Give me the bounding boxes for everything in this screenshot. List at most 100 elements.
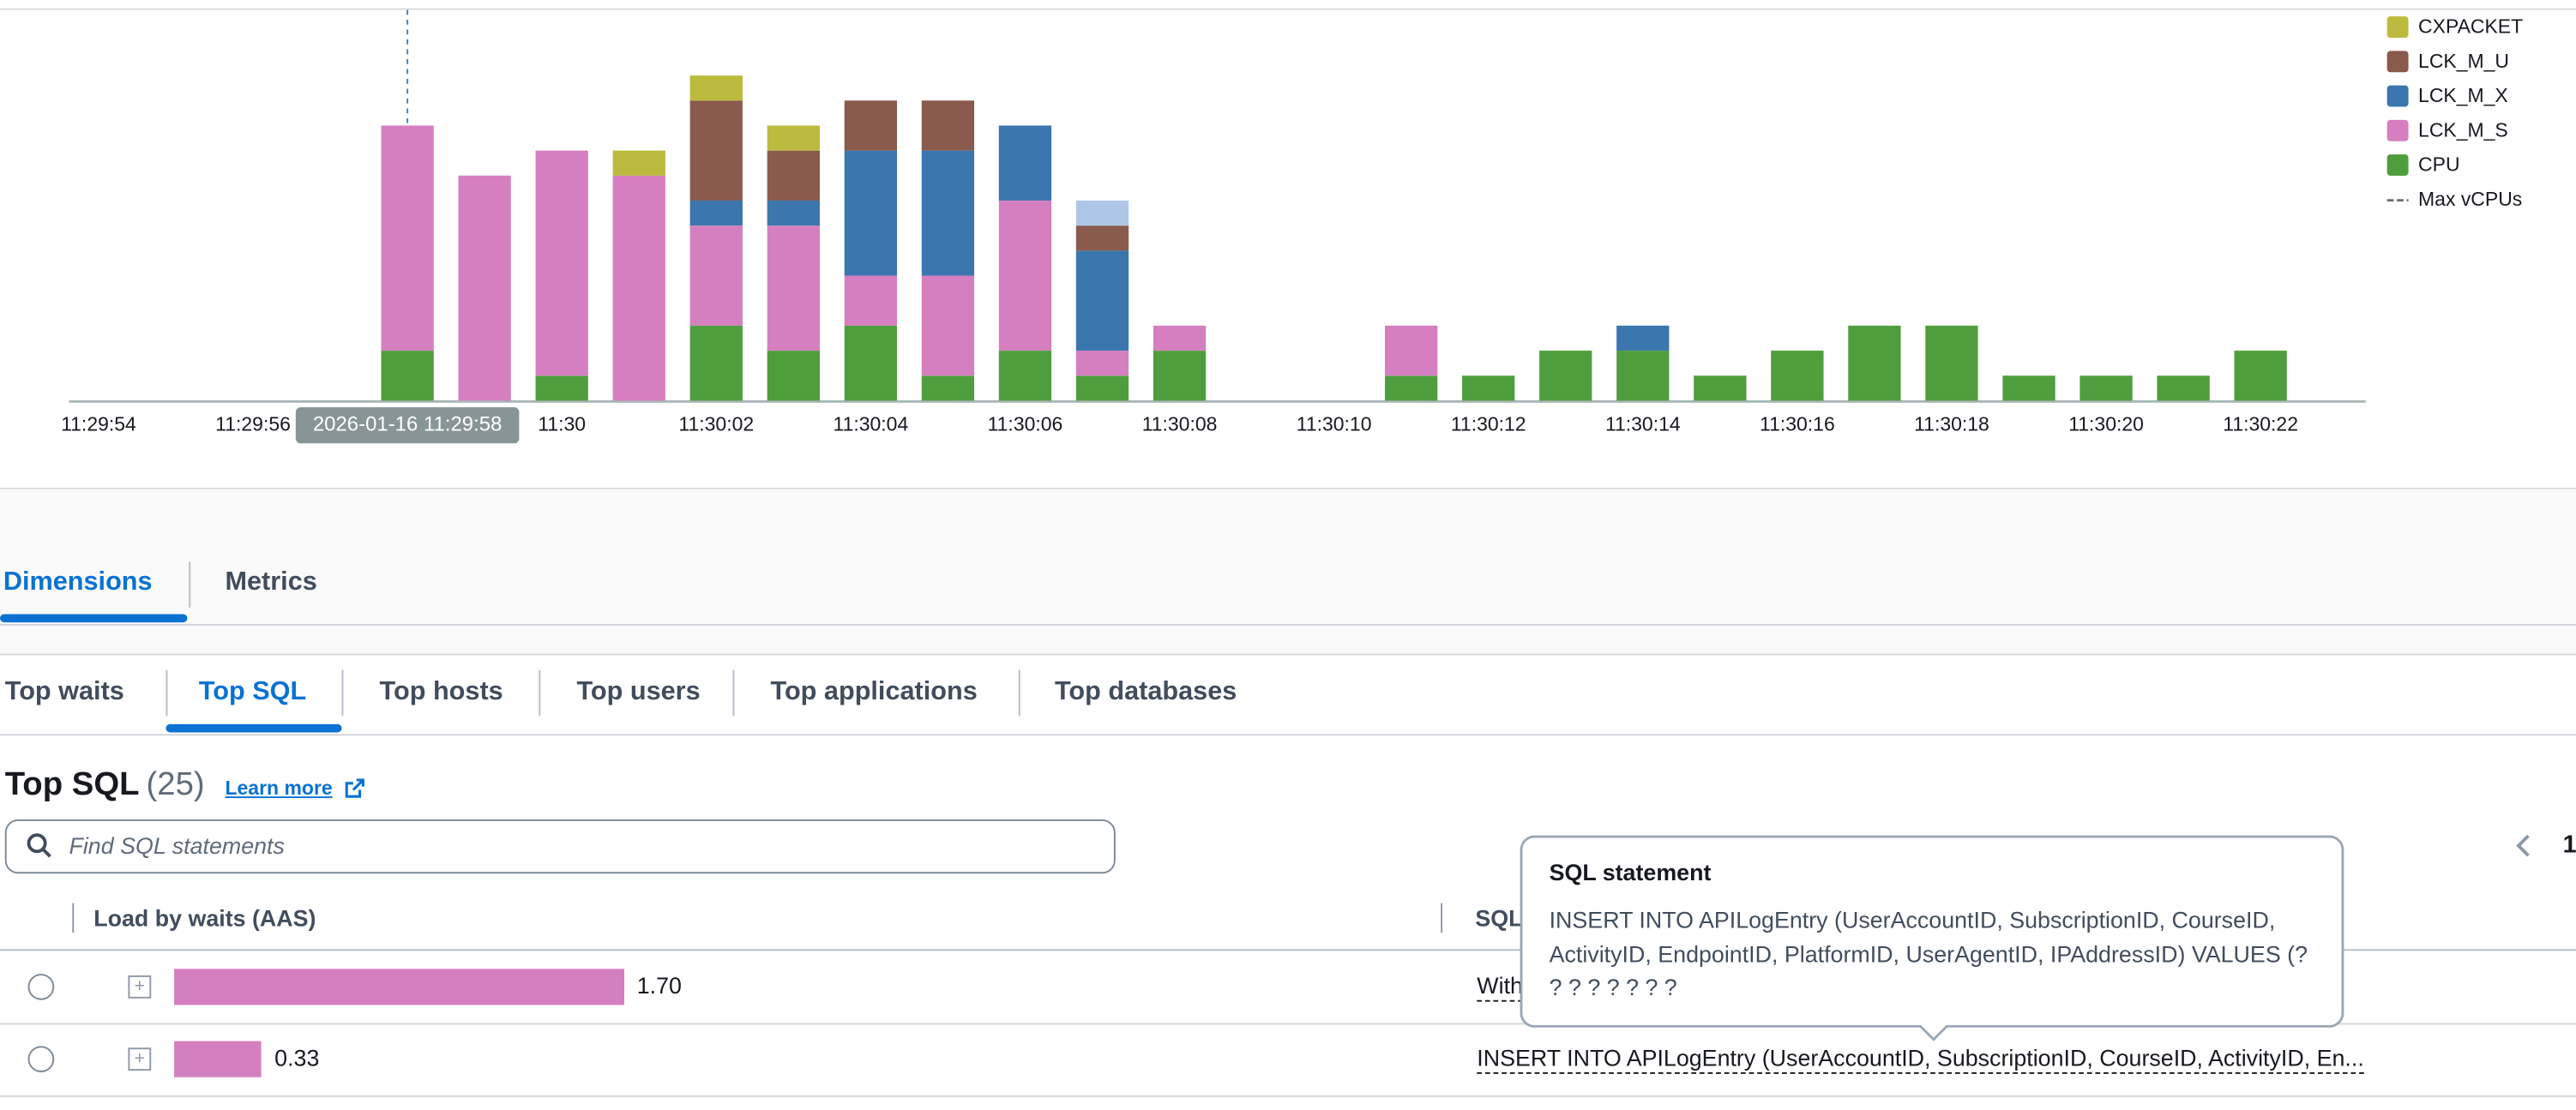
load-bar	[174, 1041, 262, 1077]
tooltip-body: INSERT INTO APILogEntry (UserAccountID, …	[1549, 906, 2308, 1000]
x-tick-label: 11:29:54	[61, 412, 136, 435]
subtab[interactable]: Top databases	[1054, 678, 1237, 706]
bar-segment	[767, 150, 820, 201]
bar-segment	[1075, 250, 1129, 351]
row-radio[interactable]	[27, 974, 55, 1000]
bar-segment	[1616, 351, 1670, 401]
bar-segment	[767, 125, 820, 151]
x-tick-label: 11:30:02	[678, 412, 754, 435]
bar-segment	[1694, 375, 1747, 401]
x-tick-label: 11:30:18	[1914, 412, 1989, 435]
bar-segment	[689, 325, 743, 401]
bar-segment	[921, 375, 975, 401]
tab-separator	[166, 669, 168, 717]
prev-page[interactable]	[2512, 832, 2535, 859]
bar-segment	[2002, 375, 2055, 401]
subtab[interactable]: Top users	[576, 678, 701, 706]
bar-segment	[767, 201, 820, 226]
bar-segment	[535, 150, 588, 376]
bar-segment	[612, 150, 665, 176]
chart: 11:29:54 11:29:56 11:30 11:30:02 11:30:04 11:…	[0, 8, 2576, 489]
divider	[0, 624, 2576, 626]
tab-separator	[1018, 669, 1020, 717]
bar-segment	[2157, 375, 2210, 401]
bar-segment	[1771, 351, 1824, 401]
bar-segment	[921, 100, 975, 151]
legend-swatch	[2386, 51, 2409, 73]
tab[interactable]: Dimensions	[3, 567, 153, 597]
bar-segment	[998, 351, 1052, 401]
bar-segment	[612, 175, 665, 401]
x-tick-label: 11:30:22	[2223, 412, 2298, 435]
tab-indicator	[166, 723, 342, 733]
bar-segment	[689, 201, 743, 226]
tooltip-frame	[1520, 835, 2344, 1041]
search-box[interactable]	[4, 819, 1116, 874]
sql-text[interactable]: With	[1477, 972, 1523, 1002]
page-number[interactable]: 1	[2562, 831, 2576, 859]
bar-segment	[689, 100, 743, 201]
bar-segment	[921, 275, 975, 376]
divider	[0, 653, 2576, 656]
bar-segment	[1075, 225, 1129, 251]
column-header: Load by waits (AAS)	[93, 904, 316, 932]
expand-icon[interactable]: +	[128, 975, 152, 999]
tab-separator	[732, 669, 735, 717]
column-header: SQL	[1475, 904, 1523, 932]
legend-label: CXPACKET	[2418, 15, 2523, 38]
divider	[0, 734, 2576, 736]
x-tick-label: 11:30:14	[1605, 412, 1681, 435]
legend-swatch	[2386, 16, 2409, 39]
load-label: 1.70	[636, 972, 682, 999]
sql-text[interactable]: INSERT INTO APILogEntry (UserAccountID, …	[1477, 1044, 2364, 1074]
legend-swatch	[2386, 119, 2409, 141]
bar-segment	[1075, 201, 1129, 226]
expand-icon[interactable]: +	[128, 1047, 152, 1071]
divider	[0, 949, 2576, 951]
legend-label: LCK_M_U	[2418, 50, 2509, 72]
legend-swatch	[2386, 154, 2409, 176]
legend-label: Max vCPUs	[2418, 188, 2522, 210]
bar-segment	[1616, 325, 1670, 351]
external-icon	[345, 778, 364, 798]
bar-segment	[535, 375, 588, 401]
section-title: Top SQL	[4, 766, 140, 803]
legend-label: LCK_M_X	[2418, 84, 2508, 106]
legend-label: CPU	[2418, 153, 2460, 176]
bar-segment	[1153, 351, 1207, 401]
bar-segment	[767, 351, 820, 401]
bar-segment	[458, 175, 511, 401]
bar-segment	[921, 150, 975, 276]
x-tick-label: 11:30:12	[1451, 412, 1526, 435]
bar-segment	[844, 150, 898, 276]
column-separator	[72, 903, 75, 933]
subtab[interactable]: Top hosts	[379, 678, 503, 706]
tab-separator	[539, 669, 541, 717]
subtab[interactable]: Top SQL	[198, 678, 307, 706]
tab[interactable]: Metrics	[225, 567, 317, 597]
tooltip-title: SQL statement	[1549, 858, 1712, 885]
bar-segment	[998, 125, 1052, 201]
load-bar	[174, 969, 624, 1005]
row-radio[interactable]	[27, 1046, 55, 1073]
section-count: (25)	[146, 766, 205, 803]
x-tick-label: 11:30:10	[1297, 412, 1372, 435]
bar-segment	[1539, 351, 1592, 401]
bar-segment	[1848, 325, 1901, 401]
bar-segment	[998, 201, 1052, 351]
bar-segment	[1153, 325, 1207, 351]
tab-separator	[341, 669, 344, 717]
legend-label: LCK_M_S	[2418, 118, 2508, 141]
divider	[0, 1095, 2576, 1097]
x-tick-label: 11:30:06	[988, 412, 1063, 435]
bar-segment	[1462, 375, 1515, 401]
bar-segment	[2234, 351, 2287, 401]
subtab[interactable]: Top applications	[770, 678, 978, 706]
bar-segment	[1385, 375, 1438, 401]
learn-more-link[interactable]: Learn more	[225, 777, 333, 800]
x-tick-label: 11:30:20	[2068, 412, 2144, 435]
x-tick-label: 11:30:08	[1142, 412, 1218, 435]
subtab[interactable]: Top waits	[4, 678, 124, 706]
x-tick-label: 11:30:16	[1760, 412, 1835, 435]
